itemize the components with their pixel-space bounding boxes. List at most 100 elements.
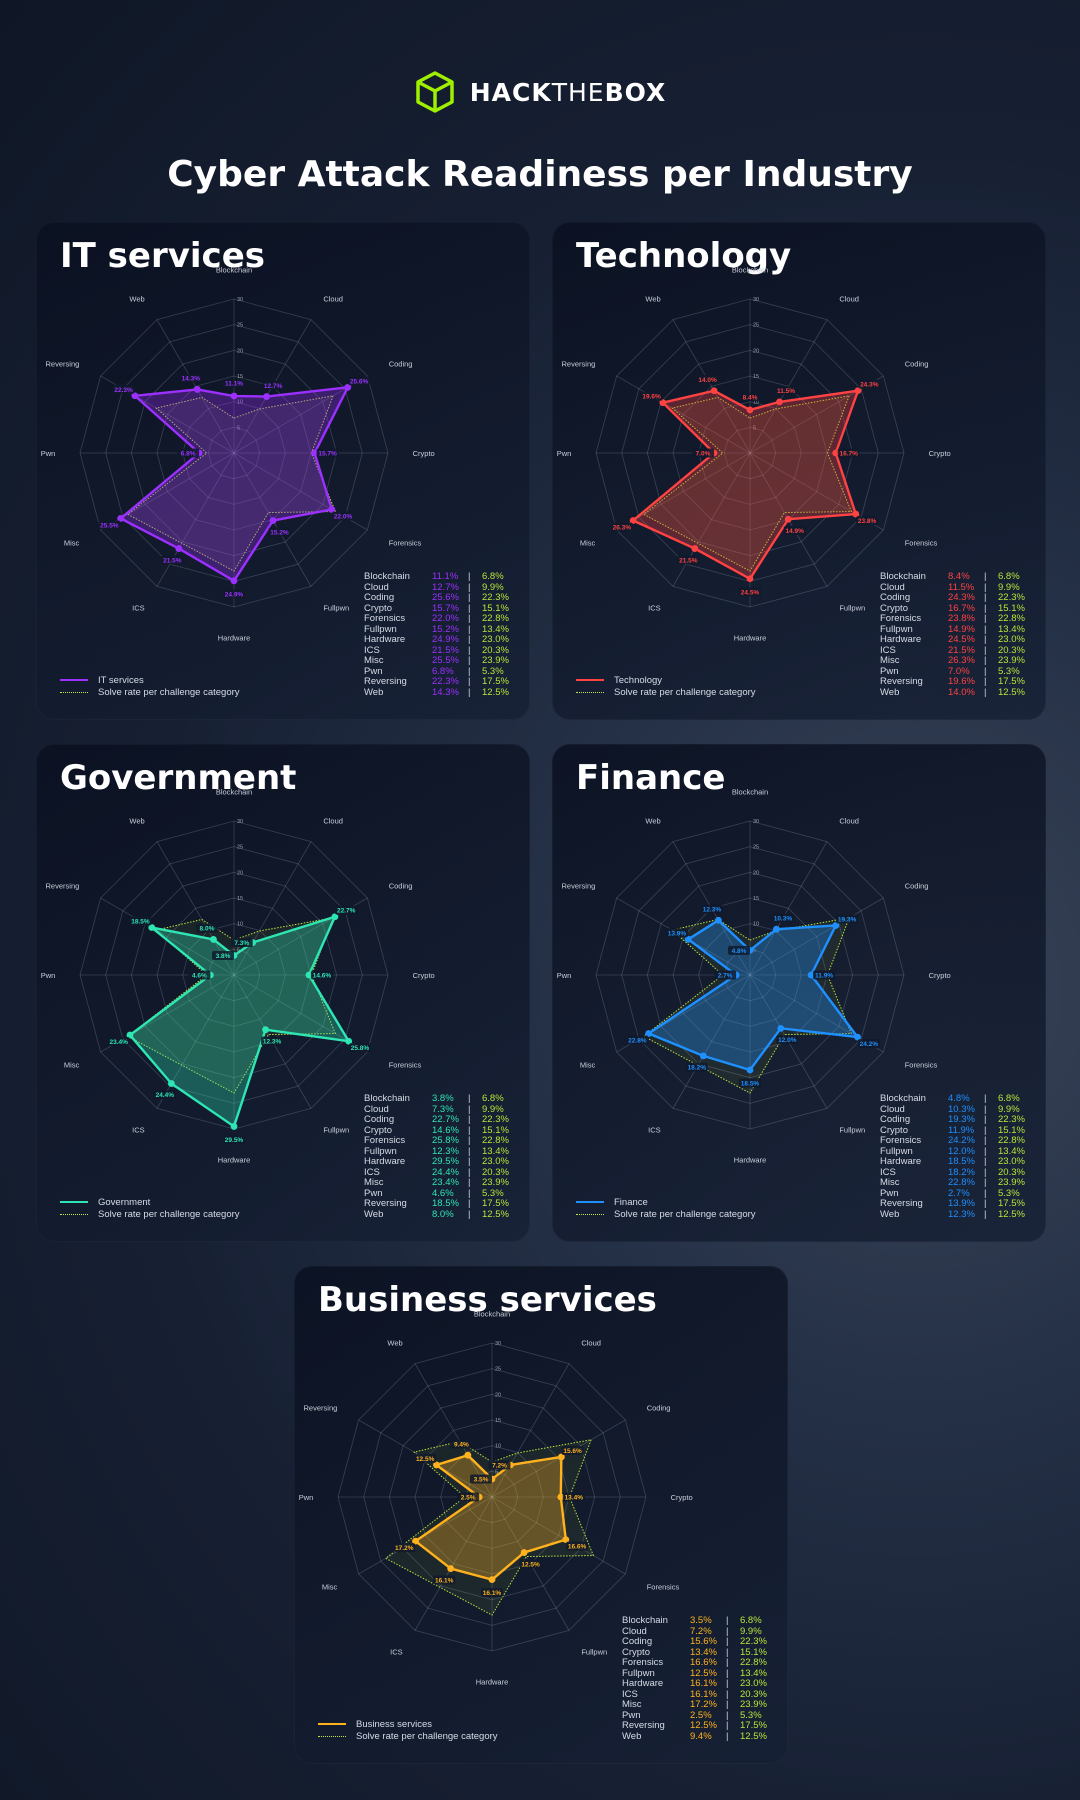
stats-category: Cloud (622, 1625, 647, 1637)
data-label-bg (316, 448, 339, 458)
stats-separator: | (726, 1646, 729, 1658)
stats-separator: | (468, 1124, 471, 1136)
stats-row: ICS 18.2% | 20.3% (880, 1167, 1025, 1179)
stats-baseline-value: 22.8% (482, 613, 509, 624)
data-label: 25.8% (351, 1045, 370, 1052)
stats-separator: | (468, 686, 471, 698)
data-point (126, 1031, 134, 1039)
data-label-bg (562, 1492, 585, 1502)
data-label-bg (677, 555, 700, 565)
card-title: IT services (60, 236, 266, 276)
grid-spoke (749, 841, 828, 976)
stats-row: ICS 16.1% | 20.3% (622, 1688, 767, 1701)
data-label-bg (230, 938, 253, 948)
stats-category: Cloud (880, 581, 905, 593)
data-label-bg (610, 522, 633, 532)
category-label: Web (129, 816, 144, 825)
stats-baseline-value: 22.8% (998, 1135, 1025, 1146)
grid-ring (698, 923, 802, 1027)
data-label-bg (348, 1043, 371, 1053)
stats-separator: | (984, 1145, 987, 1157)
stats-category: Hardware (880, 1156, 922, 1167)
stats-baseline-value: 23.9% (740, 1699, 767, 1710)
radial-tick-label: 30 (753, 297, 759, 303)
category-label: Web (129, 294, 144, 303)
stats-row: Web 14.3% | 12.5% (364, 686, 509, 699)
stats-category: Forensics (622, 1657, 664, 1668)
category-label: Cloud (323, 816, 343, 825)
stats-industry-value: 16.6% (690, 1657, 717, 1668)
stats-baseline-value: 5.3% (482, 1187, 504, 1199)
stats-row: Crypto 15.7% | 15.1% (364, 603, 509, 615)
stats-industry-value: 22.8% (948, 1177, 975, 1188)
data-label-bg (177, 448, 200, 458)
data-point (715, 916, 722, 924)
stats-row: Fullpwn 12.0% | 13.4% (880, 1145, 1025, 1158)
data-label-bg (129, 916, 152, 926)
stats-baseline-value: 22.8% (998, 613, 1025, 624)
brand-logo: HACKTHEBOX (0, 70, 1080, 114)
stats-row: Coding 15.6% | 22.3% (622, 1636, 767, 1648)
stats-row: Coding 24.3% | 22.3% (880, 592, 1025, 604)
data-label-bg (481, 1588, 503, 1598)
data-point (557, 1453, 565, 1461)
stats-category: Fullpwn (880, 623, 913, 635)
category-label: Hardware (218, 634, 251, 643)
radial-tick-label: 20 (495, 1392, 501, 1398)
data-label-bg (98, 520, 121, 530)
stats-industry-value: 12.5% (690, 1720, 717, 1731)
data-point (488, 1576, 496, 1584)
stats-row: Cloud 12.7% | 9.9% (364, 582, 509, 594)
stats-industry-value: 7.0% (948, 665, 970, 677)
data-label: 24.4% (156, 1092, 175, 1099)
data-point (117, 515, 125, 522)
stats-row: Cloud 11.5% | 9.9% (880, 581, 1025, 594)
stats-row: Web 8.0% | 12.5% (364, 1209, 509, 1221)
stats-category: Pwn (364, 665, 383, 677)
legend-item-industry: Business services (318, 1718, 498, 1730)
data-label-bg (776, 1035, 799, 1045)
stats-industry-value: 14.9% (948, 623, 975, 635)
category-label: Crypto (413, 449, 435, 458)
card-title: Government (60, 758, 297, 798)
stats-category: Crypto (364, 1124, 392, 1136)
category-label: Fullpwn (839, 1126, 865, 1135)
data-label-bg (561, 1445, 584, 1455)
stats-separator: | (726, 1688, 729, 1700)
stats-separator: | (468, 644, 471, 656)
data-label: 22.3% (114, 387, 133, 394)
data-label-bg (212, 950, 234, 960)
data-label-bg (161, 555, 184, 565)
stats-category: Misc (364, 1177, 384, 1188)
data-label: 16.1% (435, 1577, 454, 1584)
stats-baseline-value: 20.3% (998, 644, 1025, 656)
card-finance: Finance 51015202530BlockchainCloudCoding… (552, 744, 1046, 1242)
stats-industry-value: 25.5% (432, 655, 459, 666)
data-point (269, 517, 277, 524)
stats-row: Reversing 18.5% | 17.5% (364, 1198, 509, 1210)
grid-ring (595, 820, 905, 1130)
category-label: Hardware (476, 1678, 509, 1687)
category-label: Forensics (905, 538, 938, 547)
data-point (305, 971, 313, 979)
data-label: 21.5% (163, 557, 182, 564)
stats-baseline-value: 13.4% (998, 623, 1025, 635)
data-label-bg (112, 384, 135, 394)
category-label: Web (645, 294, 660, 303)
data-label: 22.0% (334, 513, 353, 520)
data-label-bg (414, 1453, 437, 1463)
grid-spoke (672, 319, 751, 454)
data-label: 12.7% (264, 383, 283, 390)
grid-ring (337, 1342, 647, 1652)
stats-category: Forensics (364, 1135, 406, 1146)
data-label: 14.0% (698, 377, 717, 384)
stats-industry-value: 9.4% (690, 1730, 712, 1742)
data-label: 24.3% (860, 382, 879, 389)
stats-separator: | (984, 634, 987, 645)
stats-baseline-value: 23.0% (740, 1678, 767, 1689)
grid-spoke (491, 1363, 570, 1498)
legend-swatch (60, 1201, 88, 1203)
stats-category: Forensics (880, 613, 922, 624)
radial-tick-label: 15 (495, 1418, 501, 1424)
stats-industry-value: 3.8% (432, 1093, 454, 1104)
